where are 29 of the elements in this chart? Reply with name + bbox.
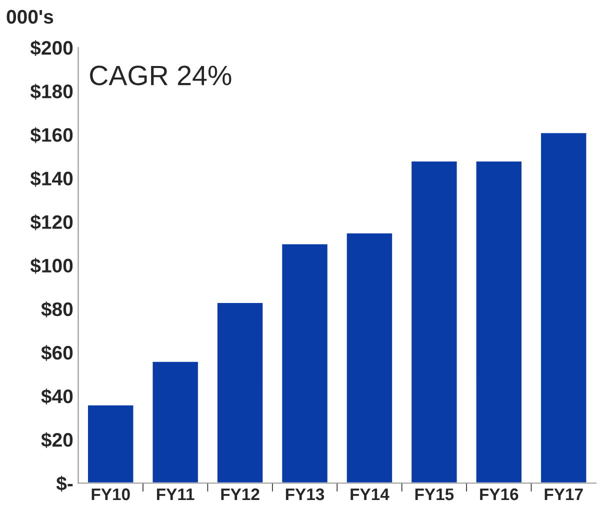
y-tick-label: $160 — [30, 127, 73, 144]
bar — [410, 160, 458, 484]
x-tick-label: FY12 — [221, 488, 260, 500]
y-tick-label: $100 — [30, 258, 73, 274]
x-tick-label: FY14 — [350, 488, 390, 500]
y-tick-label: $40 — [41, 388, 73, 404]
x-tick-label: FY11 — [156, 488, 194, 500]
y-tick-label: $- — [56, 476, 73, 492]
x-tick-label: FY17 — [544, 488, 583, 500]
y-tick-label: $200 — [30, 40, 73, 56]
bar — [474, 160, 523, 484]
y-tick-label: $140 — [30, 170, 73, 187]
y-tick-label: $180 — [30, 84, 73, 100]
x-tick-label: FY15 — [415, 488, 454, 500]
bar — [540, 132, 588, 484]
x-tick-label: FY13 — [286, 488, 324, 500]
bar — [216, 302, 264, 484]
bar — [345, 232, 394, 484]
annotation: CAGR 24% — [90, 66, 232, 86]
bar — [151, 360, 200, 484]
y-tick-label: $80 — [41, 301, 73, 318]
bar — [280, 242, 329, 484]
y-tick-label: $60 — [41, 345, 73, 361]
bar — [86, 404, 135, 484]
y-tick-label: $120 — [30, 214, 73, 230]
y-tick-label: $20 — [41, 432, 73, 448]
x-tick-label: FY16 — [480, 488, 518, 500]
y-axis-title: 000's — [6, 10, 54, 24]
x-tick-label: FY10 — [92, 488, 130, 500]
